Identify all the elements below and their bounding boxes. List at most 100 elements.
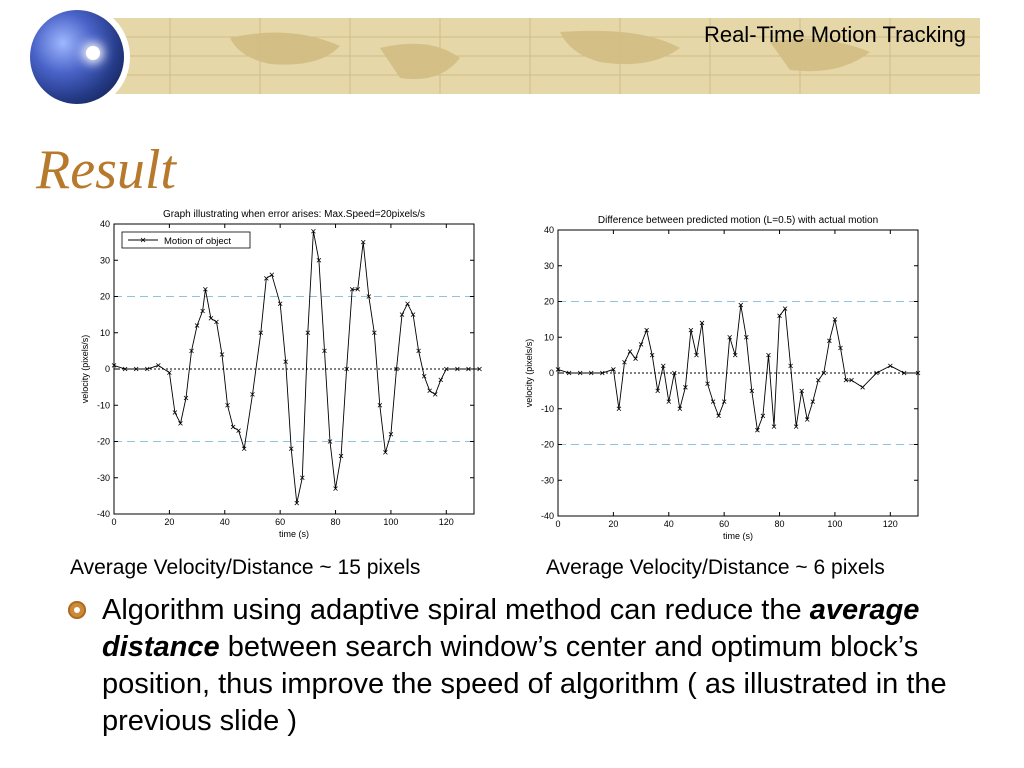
data-point — [688, 327, 694, 333]
data-point — [749, 388, 755, 394]
caption-left: Average Velocity/Distance ~ 15 pixels — [70, 556, 421, 579]
data-point — [477, 366, 482, 372]
data-point — [638, 342, 644, 347]
data-point — [860, 385, 865, 390]
data-point — [438, 377, 444, 383]
data-point — [167, 370, 172, 375]
data-point — [416, 348, 421, 354]
data-point — [230, 424, 236, 430]
y-tick-label: -30 — [97, 473, 110, 483]
data-point — [821, 370, 827, 376]
bullet-icon — [68, 601, 86, 619]
data-point — [721, 399, 727, 404]
data-point — [555, 367, 561, 372]
data-point — [727, 334, 732, 340]
data-point — [683, 385, 688, 390]
data-point — [804, 417, 810, 422]
data-point — [766, 352, 771, 358]
plot-left: Graph illustrating when error arises: Ma… — [72, 202, 482, 544]
data-point — [838, 345, 843, 351]
y-tick-label: -10 — [541, 404, 554, 414]
data-point — [915, 370, 921, 376]
data-point — [421, 373, 427, 379]
x-tick-label: 80 — [331, 517, 341, 527]
x-tick-label: 100 — [827, 519, 842, 529]
data-point — [283, 359, 288, 365]
data-point — [208, 315, 214, 321]
data-point — [383, 450, 388, 455]
x-tick-label: 0 — [555, 519, 560, 529]
chart-svg: Difference between predicted motion (L=0… — [524, 215, 921, 541]
data-point — [200, 308, 205, 314]
data-point — [194, 323, 200, 328]
data-point — [622, 359, 627, 365]
x-tick-label: 20 — [164, 517, 174, 527]
slide-title: Result — [36, 139, 176, 201]
data-point — [316, 257, 322, 263]
globe-logo — [30, 10, 124, 104]
y-tick-label: 30 — [100, 255, 110, 265]
data-point — [219, 352, 225, 357]
y-tick-label: 30 — [544, 261, 554, 271]
header-banner: Real-Time Motion Tracking — [0, 0, 1024, 110]
data-point — [399, 312, 405, 317]
data-point — [810, 399, 816, 404]
data-point — [827, 338, 832, 344]
data-point — [666, 399, 672, 404]
data-point — [311, 228, 316, 234]
y-tick-label: -30 — [541, 475, 554, 485]
data-point — [214, 319, 219, 325]
data-point — [258, 330, 264, 336]
series-line — [113, 231, 480, 504]
data-point — [799, 388, 804, 394]
data-point — [355, 286, 360, 292]
data-point — [744, 334, 749, 340]
legend-box — [121, 231, 251, 249]
data-point — [294, 500, 300, 506]
data-point — [611, 367, 616, 372]
data-point — [189, 348, 194, 354]
data-point — [732, 352, 738, 358]
data-point — [300, 475, 305, 481]
data-point — [133, 366, 139, 372]
data-point — [832, 317, 838, 322]
data-point — [705, 381, 710, 387]
data-point — [377, 402, 383, 408]
bullet-emphasis: average distance — [102, 594, 920, 663]
data-point — [225, 402, 230, 408]
data-point — [349, 286, 355, 292]
data-point — [327, 439, 333, 444]
data-point — [183, 395, 189, 401]
x-axis-label: time (s) — [279, 529, 309, 539]
data-point — [427, 388, 432, 394]
data-point — [410, 312, 416, 317]
data-point — [738, 302, 744, 308]
data-point — [322, 348, 327, 354]
y-tick-label: -10 — [97, 400, 110, 410]
data-point — [777, 313, 782, 319]
data-point — [305, 330, 311, 336]
data-point — [677, 406, 683, 412]
y-tick-label: 0 — [105, 364, 110, 374]
data-point — [655, 388, 660, 394]
y-tick-label: -20 — [97, 437, 110, 447]
data-point — [444, 366, 449, 372]
chart-title: Graph illustrating when error arises: Ma… — [163, 209, 425, 220]
data-point — [172, 410, 178, 415]
data-point — [394, 366, 399, 372]
data-point — [288, 446, 294, 452]
data-point — [277, 301, 283, 307]
y-tick-label: 40 — [100, 219, 110, 229]
data-point — [338, 453, 344, 459]
data-point — [566, 370, 572, 376]
y-tick-label: 20 — [544, 297, 554, 307]
bullet-text-part1: Algorithm using adaptive spiral method c… — [102, 594, 810, 626]
data-point — [710, 399, 716, 404]
world-map-graticule — [80, 18, 980, 94]
data-point — [699, 320, 705, 326]
data-point — [111, 363, 117, 368]
data-point — [432, 392, 438, 397]
bullet-text-part2: between search window’s center and optim… — [102, 631, 947, 737]
y-tick-label: 10 — [544, 332, 554, 342]
data-point — [716, 413, 721, 419]
